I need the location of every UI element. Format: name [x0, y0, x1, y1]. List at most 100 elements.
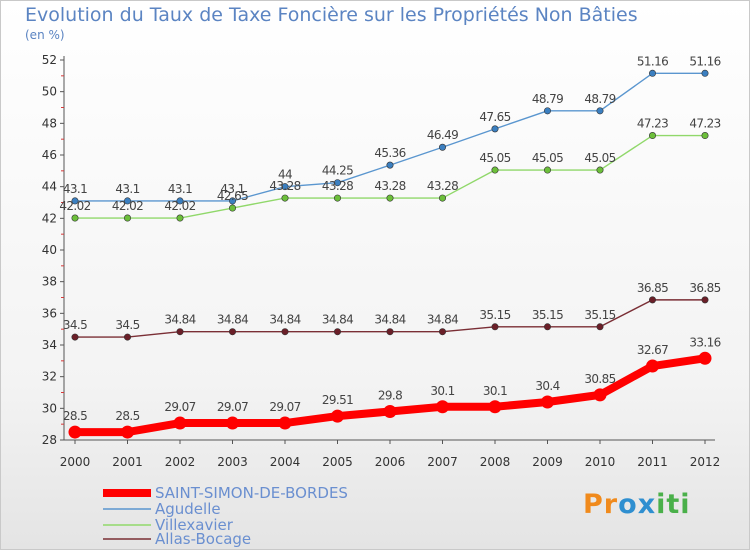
proxiti-logo: Proxiti: [583, 489, 691, 520]
x-tick-label: 2007: [427, 455, 458, 469]
data-point-villexavier: [543, 166, 551, 174]
data-point-villexavier: [333, 194, 341, 202]
data-label-allas-bocage: 36.85: [637, 281, 668, 295]
data-point-saint-simon-de-bordes: [173, 416, 187, 430]
data-point-agudelle: [701, 69, 709, 77]
data-point-allas-bocage: [281, 328, 289, 336]
x-tick-label: 2005: [322, 455, 353, 469]
data-point-villexavier: [176, 214, 184, 222]
chart-title: Evolution du Taux de Taxe Foncière sur l…: [25, 4, 638, 26]
data-point-allas-bocage: [543, 323, 551, 331]
y-tick-label: 48: [42, 116, 57, 130]
data-label-saint-simon-de-bordes: 32.67: [637, 343, 668, 357]
legend-label: Allas-Bocage: [155, 530, 251, 548]
data-point-saint-simon-de-bordes: [698, 351, 712, 365]
y-tick-label: 40: [42, 243, 57, 257]
data-label-villexavier: 47.23: [637, 117, 668, 131]
data-label-allas-bocage: 34.84: [322, 313, 353, 327]
logo-letter: x: [637, 489, 657, 520]
data-label-agudelle: 44.25: [322, 164, 353, 178]
data-label-saint-simon-de-bordes: 30.1: [483, 384, 507, 398]
data-label-agudelle: 43.1: [168, 182, 192, 196]
data-point-saint-simon-de-bordes: [68, 425, 82, 439]
data-label-villexavier: 42.02: [164, 199, 195, 213]
data-point-saint-simon-de-bordes: [436, 400, 449, 414]
data-point-allas-bocage: [71, 333, 79, 341]
data-label-agudelle: 44: [278, 168, 292, 182]
logo-letter: i: [656, 489, 667, 520]
data-label-allas-bocage: 34.5: [63, 318, 87, 332]
data-label-allas-bocage: 35.15: [532, 308, 563, 322]
y-tick-label: 42: [42, 211, 57, 225]
data-point-villexavier: [229, 204, 237, 212]
data-label-saint-simon-de-bordes: 28.5: [63, 409, 87, 423]
data-label-saint-simon-de-bordes: 29.07: [217, 400, 248, 414]
data-point-villexavier: [701, 132, 709, 140]
data-label-saint-simon-de-bordes: 29.8: [378, 389, 402, 403]
data-point-agudelle: [124, 197, 132, 205]
data-label-agudelle: 48.79: [532, 92, 563, 106]
data-label-allas-bocage: 34.84: [164, 313, 195, 327]
data-point-saint-simon-de-bordes: [226, 416, 239, 430]
x-tick-label: 2010: [585, 455, 616, 469]
data-label-saint-simon-de-bordes: 28.5: [115, 409, 139, 423]
data-label-saint-simon-de-bordes: 29.51: [322, 393, 353, 407]
data-label-villexavier: 42.02: [112, 199, 143, 213]
y-tick-label: 32: [42, 370, 57, 384]
data-label-saint-simon-de-bordes: 30.4: [535, 379, 559, 393]
data-point-saint-simon-de-bordes: [331, 409, 344, 423]
x-tick-label: 2000: [60, 455, 91, 469]
data-label-allas-bocage: 35.15: [479, 308, 510, 322]
data-label-agudelle: 43.1: [115, 182, 139, 196]
data-label-agudelle: 45.36: [374, 146, 405, 160]
data-label-villexavier: 45.05: [532, 151, 563, 165]
data-point-allas-bocage: [596, 323, 604, 331]
data-label-agudelle: 46.49: [427, 128, 458, 142]
x-tick-label: 2004: [270, 455, 301, 469]
y-tick-label: 46: [42, 148, 57, 162]
data-point-saint-simon-de-bordes: [541, 395, 554, 409]
y-tick-label: 36: [42, 306, 57, 320]
data-label-allas-bocage: 34.5: [115, 318, 139, 332]
data-point-agudelle: [71, 197, 79, 205]
data-point-saint-simon-de-bordes: [278, 416, 292, 430]
data-point-allas-bocage: [333, 328, 341, 336]
x-tick-label: 2008: [480, 455, 511, 469]
data-point-villexavier: [386, 194, 394, 202]
data-point-agudelle: [333, 179, 341, 187]
data-label-villexavier: 47.23: [689, 117, 720, 131]
data-label-saint-simon-de-bordes: 33.16: [689, 335, 720, 349]
data-label-saint-simon-de-bordes: 29.07: [269, 400, 300, 414]
data-label-villexavier: 42.65: [217, 189, 248, 203]
legend-label: SAINT-SIMON-DE-BORDES: [155, 484, 348, 502]
data-point-agudelle: [176, 197, 184, 205]
data-point-agudelle: [648, 69, 656, 77]
data-point-villexavier: [491, 166, 499, 174]
data-point-agudelle: [386, 161, 394, 169]
data-point-allas-bocage: [491, 323, 499, 331]
data-point-allas-bocage: [124, 333, 132, 341]
data-point-allas-bocage: [438, 328, 446, 336]
data-point-allas-bocage: [176, 328, 184, 336]
x-tick-label: 2006: [375, 455, 406, 469]
data-point-agudelle: [438, 143, 446, 151]
logo-letter: r: [603, 489, 619, 520]
data-label-agudelle: 51.16: [637, 54, 668, 68]
y-tick-label: 38: [42, 275, 57, 289]
data-label-agudelle: 47.65: [479, 110, 510, 124]
data-label-allas-bocage: 34.84: [427, 313, 458, 327]
data-label-villexavier: 45.05: [584, 151, 615, 165]
y-tick-label: 44: [42, 180, 57, 194]
data-point-villexavier: [281, 194, 289, 202]
y-tick-label: 52: [42, 53, 57, 67]
data-point-agudelle: [491, 125, 499, 133]
chart-unit-label: (en %): [25, 28, 65, 42]
data-label-allas-bocage: 36.85: [689, 281, 720, 295]
y-tick-label: 34: [42, 338, 57, 352]
data-label-saint-simon-de-bordes: 30.1: [430, 384, 454, 398]
data-point-villexavier: [648, 132, 656, 140]
data-point-villexavier: [438, 194, 446, 202]
data-label-villexavier: 42.02: [59, 199, 90, 213]
